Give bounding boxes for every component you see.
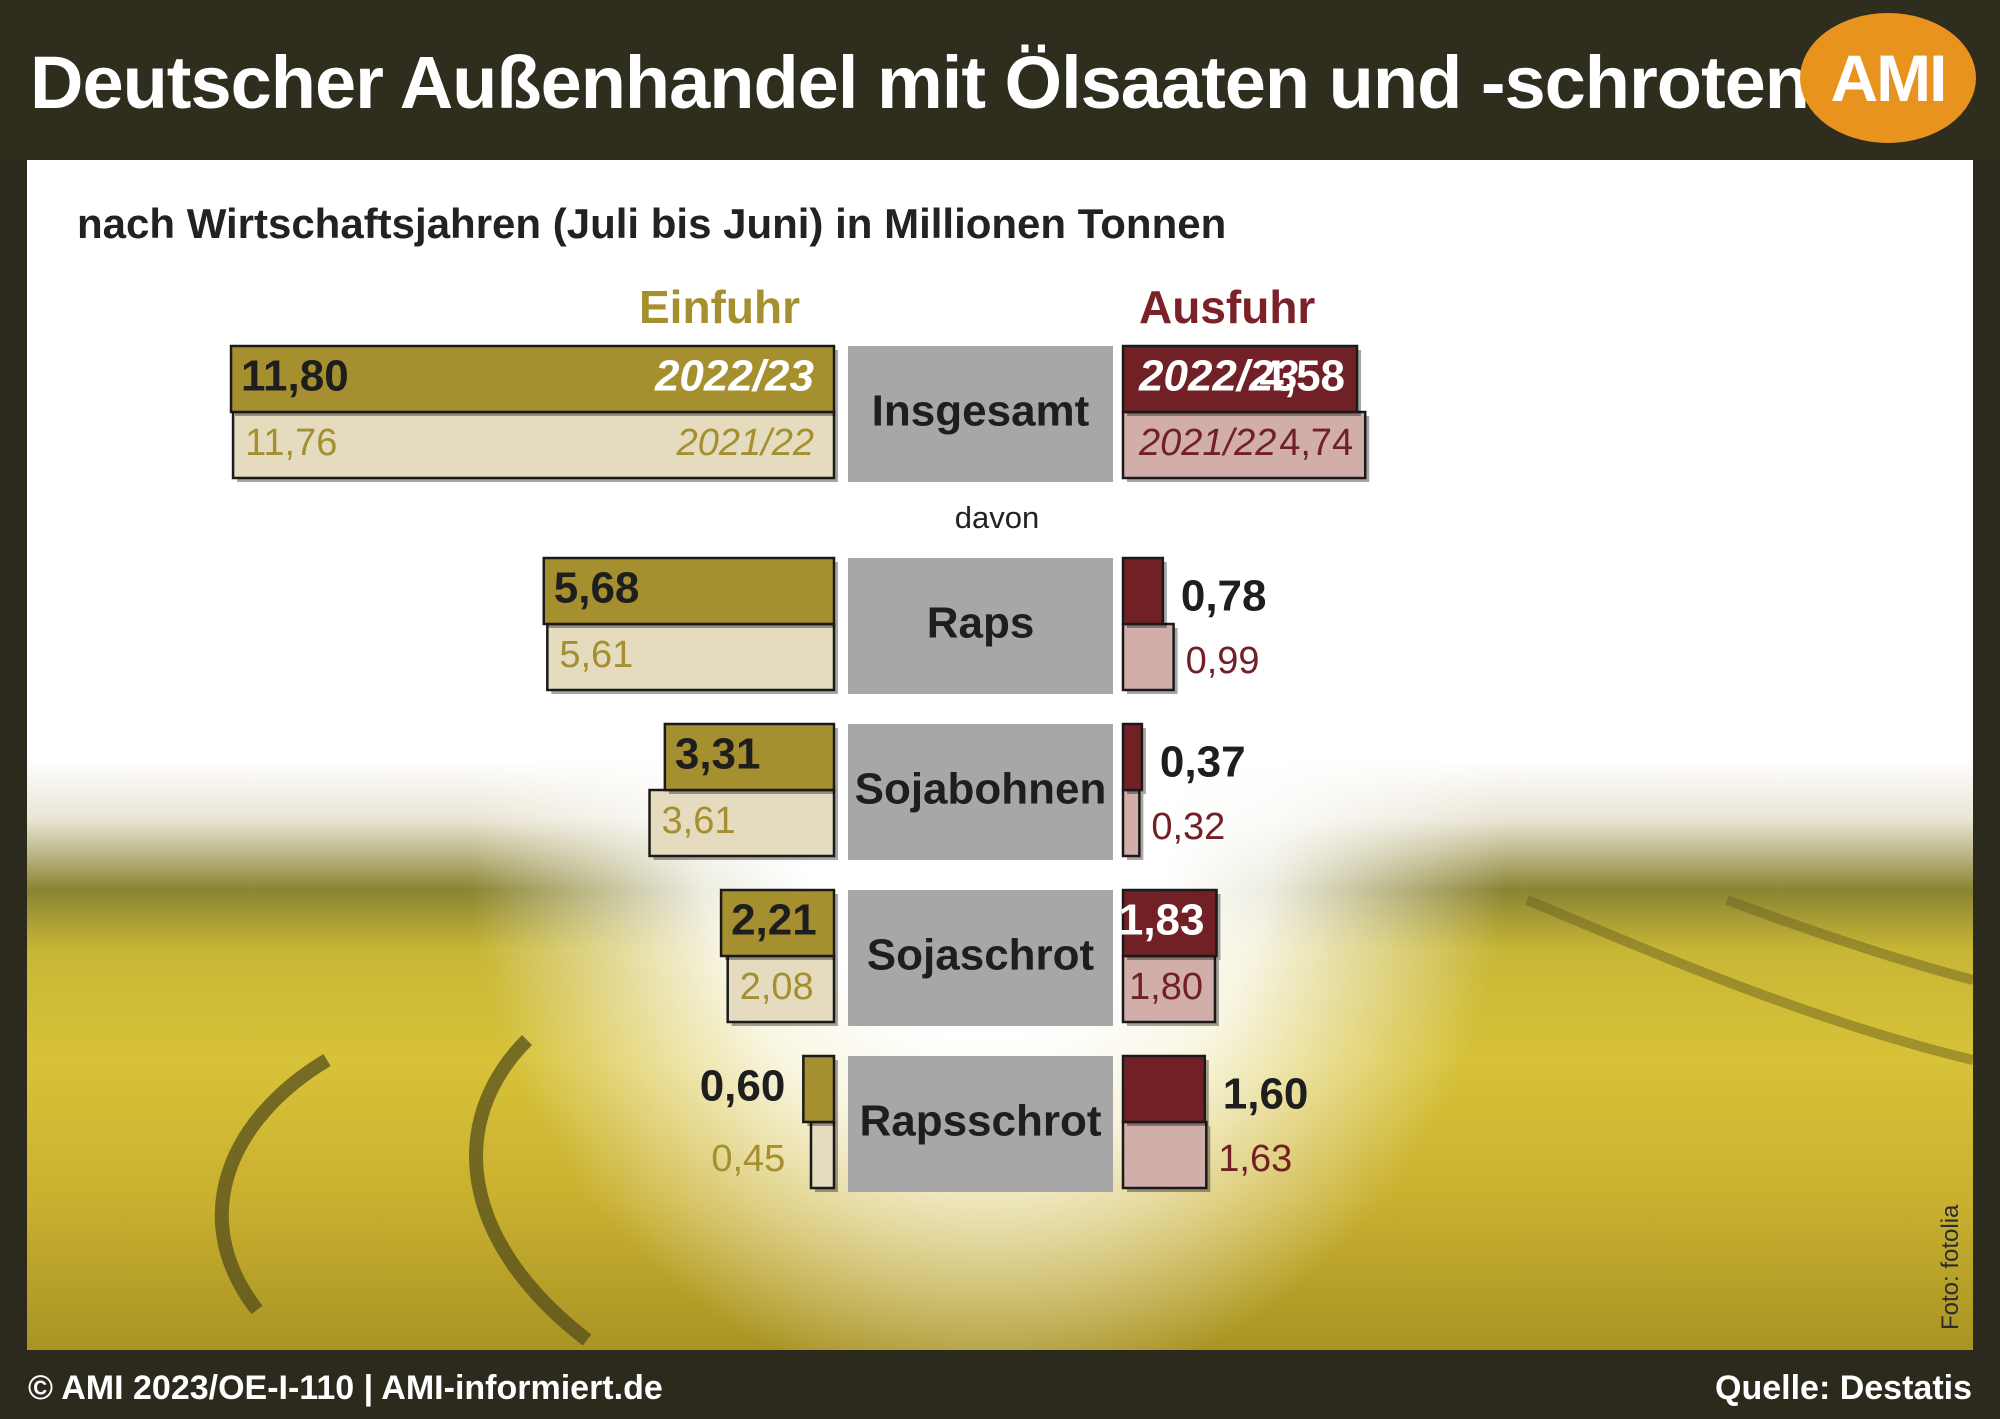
export-current-value: 4,58 xyxy=(1259,352,1345,401)
import-prev-value: 2,08 xyxy=(740,966,814,1008)
category-box xyxy=(848,890,1113,1026)
export-prev-value: 4,74 xyxy=(1279,422,1353,464)
import-current-value: 0,60 xyxy=(700,1062,786,1111)
category-label: Sojaschrot xyxy=(867,931,1095,980)
import-current-bar xyxy=(229,344,836,414)
import-prev-value: 11,76 xyxy=(245,422,337,464)
category-label: Sojabohnen xyxy=(855,765,1107,814)
ami-logo: AMI xyxy=(1800,13,1976,143)
category-label: Insgesamt xyxy=(872,387,1090,436)
export-prev-value: 1,80 xyxy=(1129,966,1203,1008)
import-current-value: 3,31 xyxy=(675,730,761,779)
header-bar: Deutscher Außenhandel mit Ölsaaten und -… xyxy=(0,0,2000,160)
category-box xyxy=(848,558,1113,694)
export-current-bar xyxy=(1121,888,1218,958)
export-heading: Ausfuhr xyxy=(1139,281,1316,333)
export-current-value: 1,60 xyxy=(1223,1070,1309,1119)
import-current-value: 11,80 xyxy=(241,352,349,401)
export-prev-value: 0,99 xyxy=(1186,640,1260,682)
export-prev-bar xyxy=(1121,954,1217,1024)
import-prev-bar xyxy=(648,788,836,858)
import-current-value: 2,21 xyxy=(731,896,817,945)
export-prev-bar xyxy=(1121,410,1367,480)
export-current-bar xyxy=(1121,344,1359,414)
export-current-bar xyxy=(1121,722,1144,792)
chart-title: Deutscher Außenhandel mit Ölsaaten und -… xyxy=(30,41,1810,124)
export-prev-value: 1,63 xyxy=(1218,1138,1292,1180)
import-prev-bar xyxy=(809,1120,836,1190)
import-current-bar xyxy=(719,888,836,958)
export-current-value: 1,83 xyxy=(1119,896,1205,945)
import-prev-value: 3,61 xyxy=(662,800,736,842)
category-label: Rapsschrot xyxy=(859,1097,1101,1146)
export-current-value: 0,37 xyxy=(1160,738,1246,787)
import-heading: Einfuhr xyxy=(639,281,800,333)
export-current-bar xyxy=(1121,556,1165,626)
export-prev-bar xyxy=(1121,1120,1208,1190)
import-current-value: 5,68 xyxy=(554,564,640,613)
export-year-previous: 2021/22 xyxy=(1138,422,1276,464)
category-label: Raps xyxy=(927,599,1035,648)
import-current-bar xyxy=(802,1054,836,1124)
export-prev-value: 0,32 xyxy=(1151,806,1225,848)
footer-copyright: © AMI 2023/OE-I-110 | AMI-informiert.de xyxy=(28,1369,663,1407)
chart-subtitle: nach Wirtschaftsjahren (Juli bis Juni) i… xyxy=(77,200,1227,247)
import-prev-bar xyxy=(726,954,836,1024)
export-prev-bar xyxy=(1121,622,1175,692)
import-prev-value: 5,61 xyxy=(559,634,633,676)
import-prev-value: 0,45 xyxy=(711,1138,785,1180)
footer-source: Quelle: Destatis xyxy=(1715,1369,1972,1407)
export-current-bar xyxy=(1121,1054,1207,1124)
logo-text: AMI xyxy=(1830,41,1948,115)
davon-label: davon xyxy=(954,500,1040,535)
import-prev-bar xyxy=(546,622,836,692)
export-current-value: 0,78 xyxy=(1181,572,1267,621)
category-box xyxy=(848,1056,1113,1192)
import-current-bar xyxy=(663,722,836,792)
import-current-bar xyxy=(542,556,836,626)
field-photo-texture xyxy=(214,895,1973,1346)
import-year-current: 2022/23 xyxy=(654,352,814,401)
export-year-current: 2022/23 xyxy=(1138,352,1298,401)
export-prev-bar xyxy=(1121,788,1141,858)
category-box xyxy=(848,346,1113,482)
import-year-previous: 2021/22 xyxy=(676,422,814,464)
category-box xyxy=(848,724,1113,860)
